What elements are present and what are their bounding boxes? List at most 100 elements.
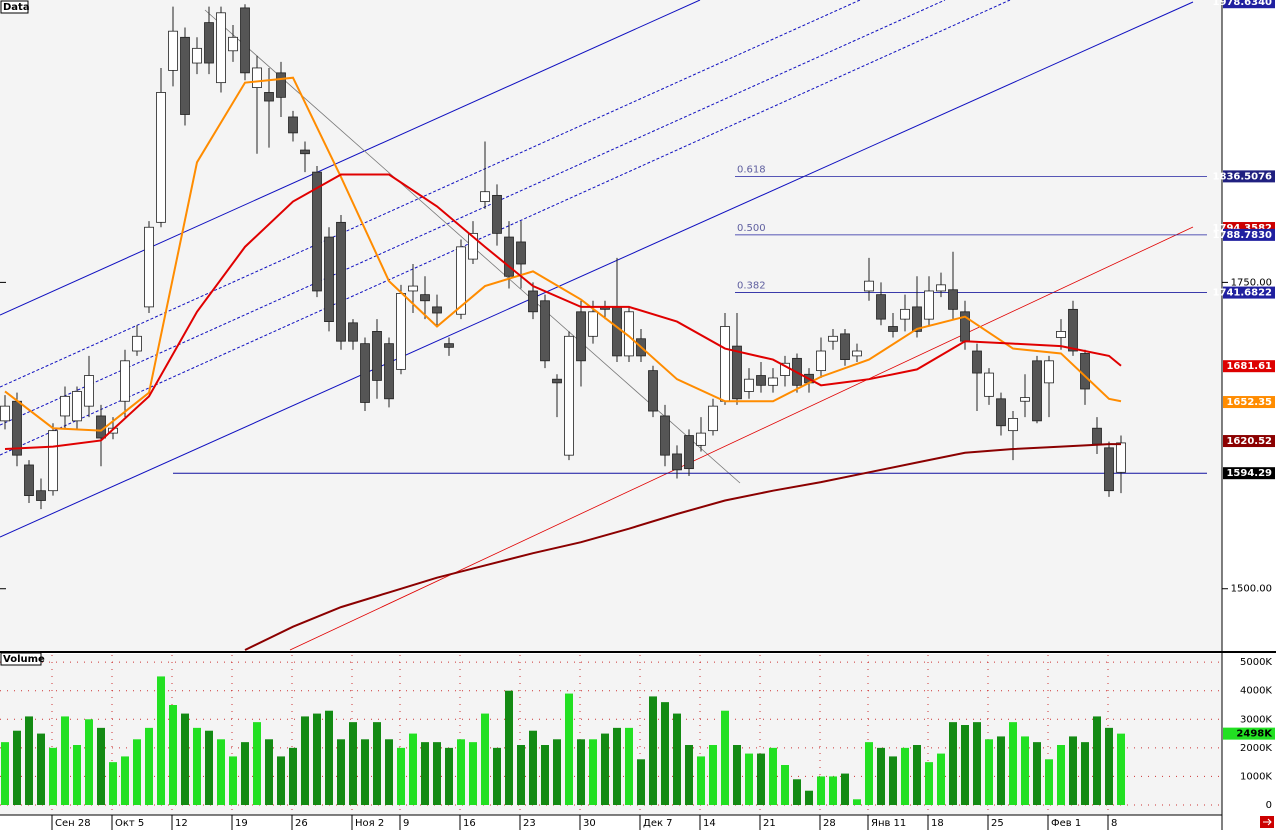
price-tag-label: 1741.6822 <box>1213 288 1273 299</box>
volume-bar <box>13 730 21 805</box>
candle-body <box>420 294 430 302</box>
y-tick-label: 2000K <box>1240 743 1272 754</box>
volume-bar <box>301 716 309 805</box>
volume-bar <box>469 742 477 805</box>
candle-body <box>300 149 310 155</box>
candle-body <box>612 306 622 357</box>
x-tick-label: 18 <box>931 818 944 829</box>
panel-title: Data <box>3 2 30 13</box>
candle-body <box>744 378 754 392</box>
volume-bar <box>697 756 705 805</box>
x-tick-label: 9 <box>403 818 409 829</box>
candle-body <box>720 326 730 402</box>
y-tick-label: 0 <box>1266 800 1272 811</box>
volume-bar <box>601 733 609 805</box>
volume-bar <box>841 773 849 805</box>
right-axis <box>1222 0 1276 830</box>
volume-bar <box>565 693 573 805</box>
volume-bar <box>541 745 549 805</box>
volume-bar <box>169 705 177 805</box>
volume-bar <box>337 739 345 805</box>
fib-label: 0.618 <box>737 164 766 175</box>
corner-icon-arrow <box>1263 818 1272 826</box>
x-tick-label: Янв 11 <box>871 818 906 829</box>
volume-bar <box>661 702 669 805</box>
volume-bar <box>37 733 45 805</box>
candle-body <box>564 335 574 456</box>
volume-plot <box>0 655 1222 815</box>
candle-body <box>288 116 298 134</box>
volume-bar <box>1081 742 1089 805</box>
volume-bar <box>1117 733 1125 805</box>
volume-bar <box>1021 736 1029 805</box>
panel-title: Volume <box>3 654 45 665</box>
candle-body <box>216 12 226 84</box>
volume-bar <box>685 745 693 805</box>
candle-body <box>120 360 130 402</box>
channel-line <box>0 1 1194 538</box>
price-tag <box>1223 228 1275 241</box>
volume-bar <box>85 719 93 805</box>
candle-body <box>996 398 1006 427</box>
candle-body <box>468 232 478 260</box>
candle-body <box>660 415 670 456</box>
volume-bar <box>1105 727 1113 805</box>
candle-body <box>12 400 22 456</box>
candle-body <box>324 236 334 322</box>
x-tick-label: Ноя 2 <box>355 818 384 829</box>
candle-body <box>504 236 514 277</box>
volume-bar <box>241 742 249 805</box>
price-tag-label: 1978.6340 <box>1213 0 1273 8</box>
candle-body <box>396 293 406 370</box>
price-tag <box>1223 170 1275 183</box>
candle-body <box>912 306 922 332</box>
volume-bar <box>937 753 945 805</box>
x-tick-label: 14 <box>703 818 716 829</box>
volume-bar <box>325 710 333 805</box>
volume-bar <box>289 747 297 805</box>
y-tick-label: 1500.00 <box>1231 584 1272 595</box>
volume-bar <box>445 747 453 805</box>
panel-title-box <box>0 652 42 666</box>
candle-body <box>336 221 346 342</box>
volume-bar <box>649 696 657 805</box>
candle-body <box>684 435 694 470</box>
price-tag <box>1223 360 1275 373</box>
volume-bar <box>985 739 993 805</box>
volume-bar <box>997 736 1005 805</box>
volume-bar <box>109 762 117 805</box>
volume-bar <box>493 747 501 805</box>
candle-body <box>1056 331 1066 338</box>
candle-body <box>876 294 886 320</box>
volume-bar <box>265 739 273 805</box>
volume-bar <box>433 742 441 805</box>
candle-body <box>480 191 490 202</box>
volume-bar <box>1045 759 1053 805</box>
volume-bar <box>229 756 237 805</box>
volume-bar <box>781 765 789 805</box>
y-tick-label: 4000K <box>1240 686 1272 697</box>
candle-body <box>552 378 562 384</box>
candle-body <box>852 350 862 357</box>
volume-bar <box>877 747 885 805</box>
volume-tag <box>1223 727 1275 740</box>
candle-body <box>456 246 466 315</box>
candle-body <box>252 67 262 88</box>
candle-body <box>540 300 550 362</box>
volume-panel <box>0 654 1222 815</box>
volume-bar <box>865 742 873 805</box>
candle-body <box>828 335 838 342</box>
candle-body <box>72 391 82 422</box>
candle-body <box>1032 360 1042 422</box>
volume-bar <box>349 722 357 805</box>
candle-body <box>1044 360 1054 384</box>
candle-body <box>756 375 766 386</box>
y-tick-label: 3000K <box>1240 714 1272 725</box>
volume-bar <box>589 739 597 805</box>
volume-bar <box>25 716 33 805</box>
volume-bar <box>709 745 717 805</box>
candle-body <box>192 47 202 64</box>
x-tick-label: 21 <box>763 818 776 829</box>
candle-body <box>732 345 742 400</box>
